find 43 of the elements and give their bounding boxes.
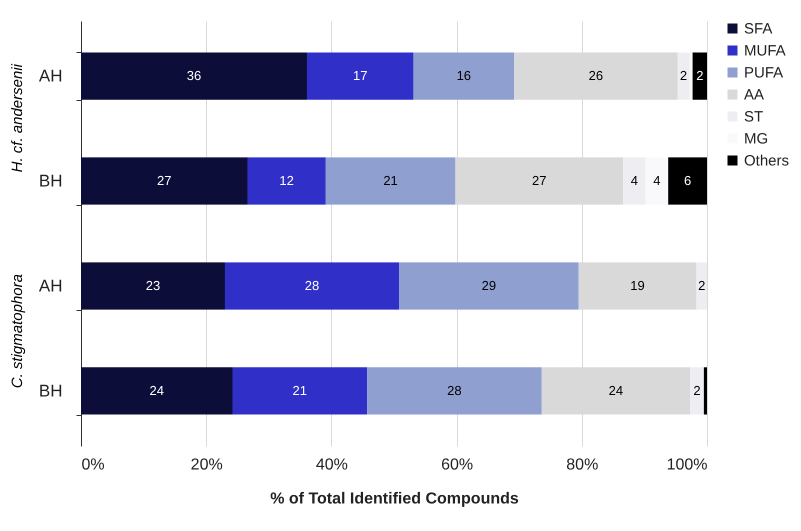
y-tick-label: BH (38, 381, 62, 400)
x-tick-label: 20% (190, 456, 223, 474)
data-label: 24 (150, 382, 164, 398)
data-label: 17 (352, 68, 368, 84)
text: C. stigmatophora (8, 274, 26, 388)
data-label: 36 (186, 68, 202, 84)
data-label: 21 (383, 173, 398, 188)
data-label: 19 (630, 278, 645, 293)
data-label: 23 (146, 278, 160, 293)
legend-label: AA (744, 86, 764, 104)
data-label: 29 (482, 278, 496, 293)
y-tick-label: AH (38, 276, 62, 296)
legend-label: MUFA (744, 42, 786, 60)
data-label: 27 (157, 173, 172, 188)
legend-label: Others (744, 152, 790, 170)
legend-label: MG (744, 130, 768, 148)
x-tick-label: 80% (566, 456, 598, 474)
data-label: 4 (630, 173, 638, 188)
data-label: 27 (532, 173, 546, 188)
y-tick-label: AH (38, 66, 62, 86)
data-label: 28 (304, 278, 320, 293)
legend-label: SFA (744, 20, 772, 38)
data-label: 2 (680, 68, 688, 84)
data-label: 16 (456, 68, 472, 84)
data-label: 4 (653, 173, 661, 188)
data-label: 2 (696, 68, 704, 84)
legend-label: ST (744, 108, 764, 126)
legend-label: PUFA (744, 64, 784, 82)
data-label: 21 (292, 382, 308, 398)
data-label: 2 (698, 278, 706, 293)
x-tick-label: 100% (666, 456, 708, 474)
data-label: 24 (608, 382, 624, 398)
x-tick-label: 0% (82, 456, 105, 474)
y-tick-label: BH (38, 172, 62, 191)
data-label: 12 (279, 173, 294, 188)
text: H. cf. andersenii (8, 64, 26, 172)
data-label: 6 (684, 173, 692, 188)
x-tick-label: 40% (316, 456, 348, 474)
data-label: 28 (447, 382, 462, 398)
x-axis-title: % of Total Identified Compounds (270, 490, 519, 508)
x-tick-label: 60% (441, 456, 474, 474)
data-label: 2 (693, 382, 701, 398)
data-label: 26 (588, 68, 604, 84)
